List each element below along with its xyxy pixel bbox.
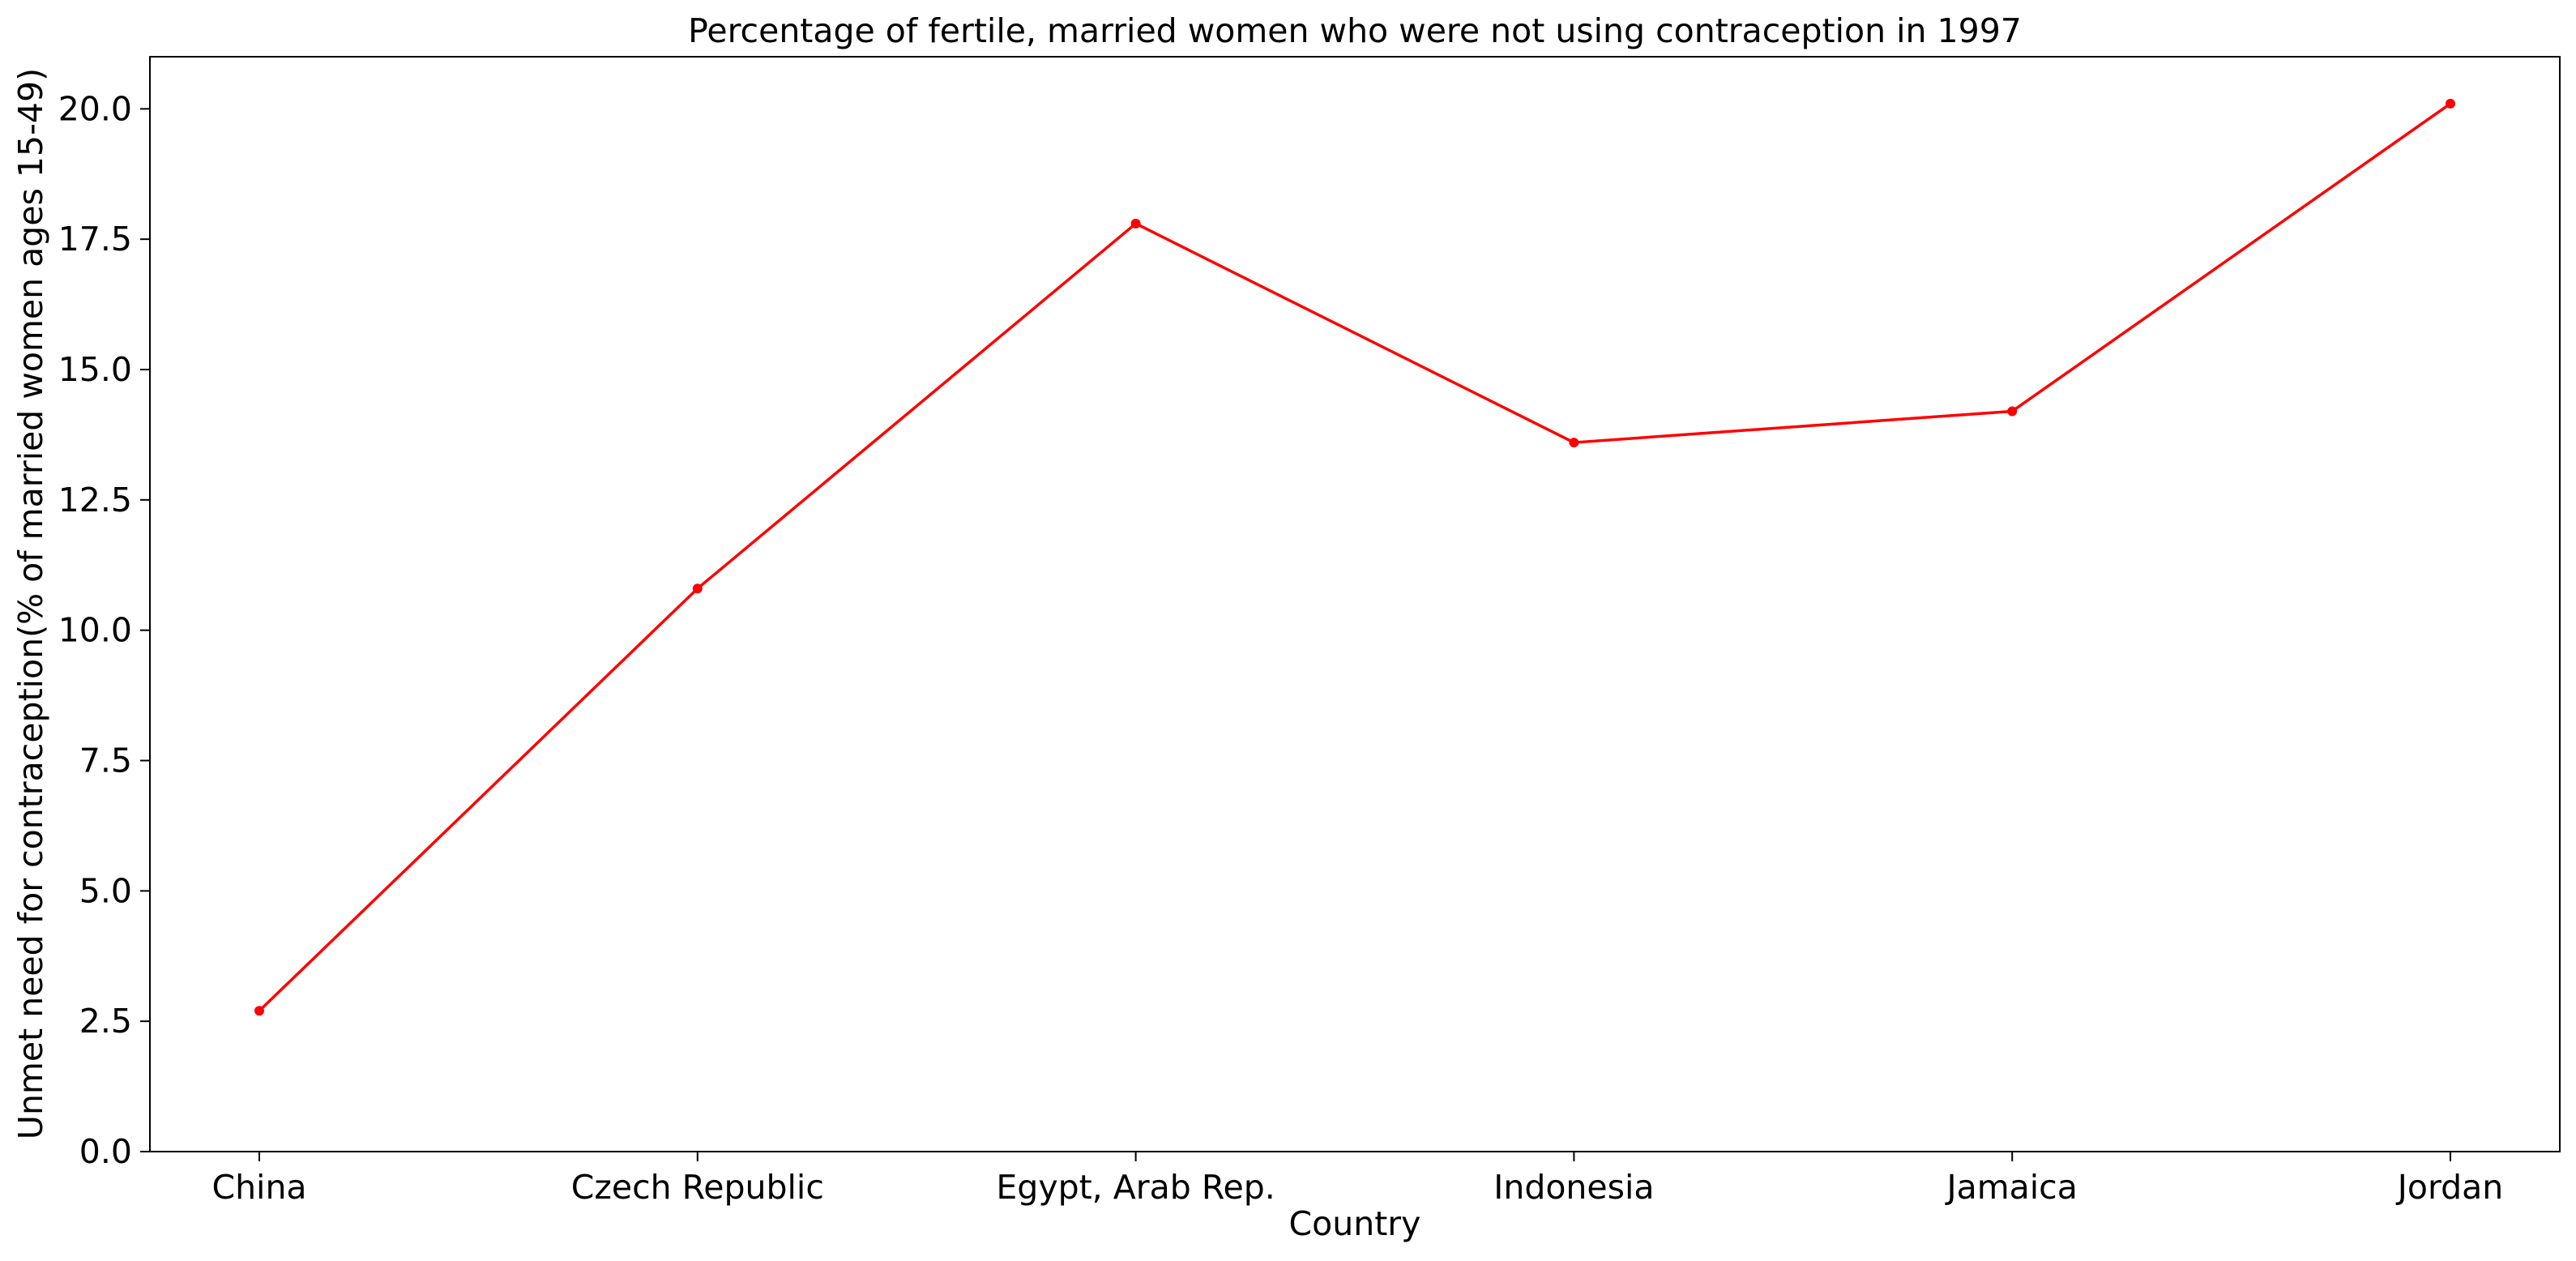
data-point [1569,438,1579,448]
chart-title: Percentage of fertile, married women who… [688,11,2022,50]
y-tick-label: 17.5 [58,220,132,259]
y-tick-label: 5.0 [79,871,132,910]
data-point [2446,98,2455,109]
x-tick-label: Indonesia [1493,1168,1654,1207]
y-axis-ticks: 0.0 2.5 5.0 7.5 10.0 12.5 15.0 17.5 20.0 [58,89,150,1171]
y-tick-label: 15.0 [58,350,132,389]
x-tick-label: Czech Republic [571,1168,824,1207]
data-point [1130,218,1141,229]
series-layer [254,98,2455,1016]
plot-area-frame [149,56,2561,1152]
data-point [2007,406,2018,417]
x-tick-label: Egypt, Arab Rep. [996,1168,1275,1207]
y-tick-label: 2.5 [79,1002,132,1041]
data-point [692,583,703,594]
y-tick-label: 20.0 [58,89,132,128]
x-axis-ticks: China Czech Republic Egypt, Arab Rep. Indon… [211,1152,2503,1207]
x-axis-label: Country [1289,1204,1421,1243]
x-tick-label: Jordan [2395,1168,2503,1207]
series-line [258,102,2452,1012]
y-tick-label: 0.0 [79,1132,132,1171]
x-tick-label: Jamaica [1945,1168,2078,1207]
x-tick-label: China [211,1168,306,1207]
y-axis-label: Unmet need for contraception(% of marrie… [11,68,50,1139]
y-tick-label: 7.5 [79,742,132,780]
data-point [254,1006,264,1016]
y-tick-label: 10.0 [58,611,132,650]
y-tick-label: 12.5 [58,481,132,519]
